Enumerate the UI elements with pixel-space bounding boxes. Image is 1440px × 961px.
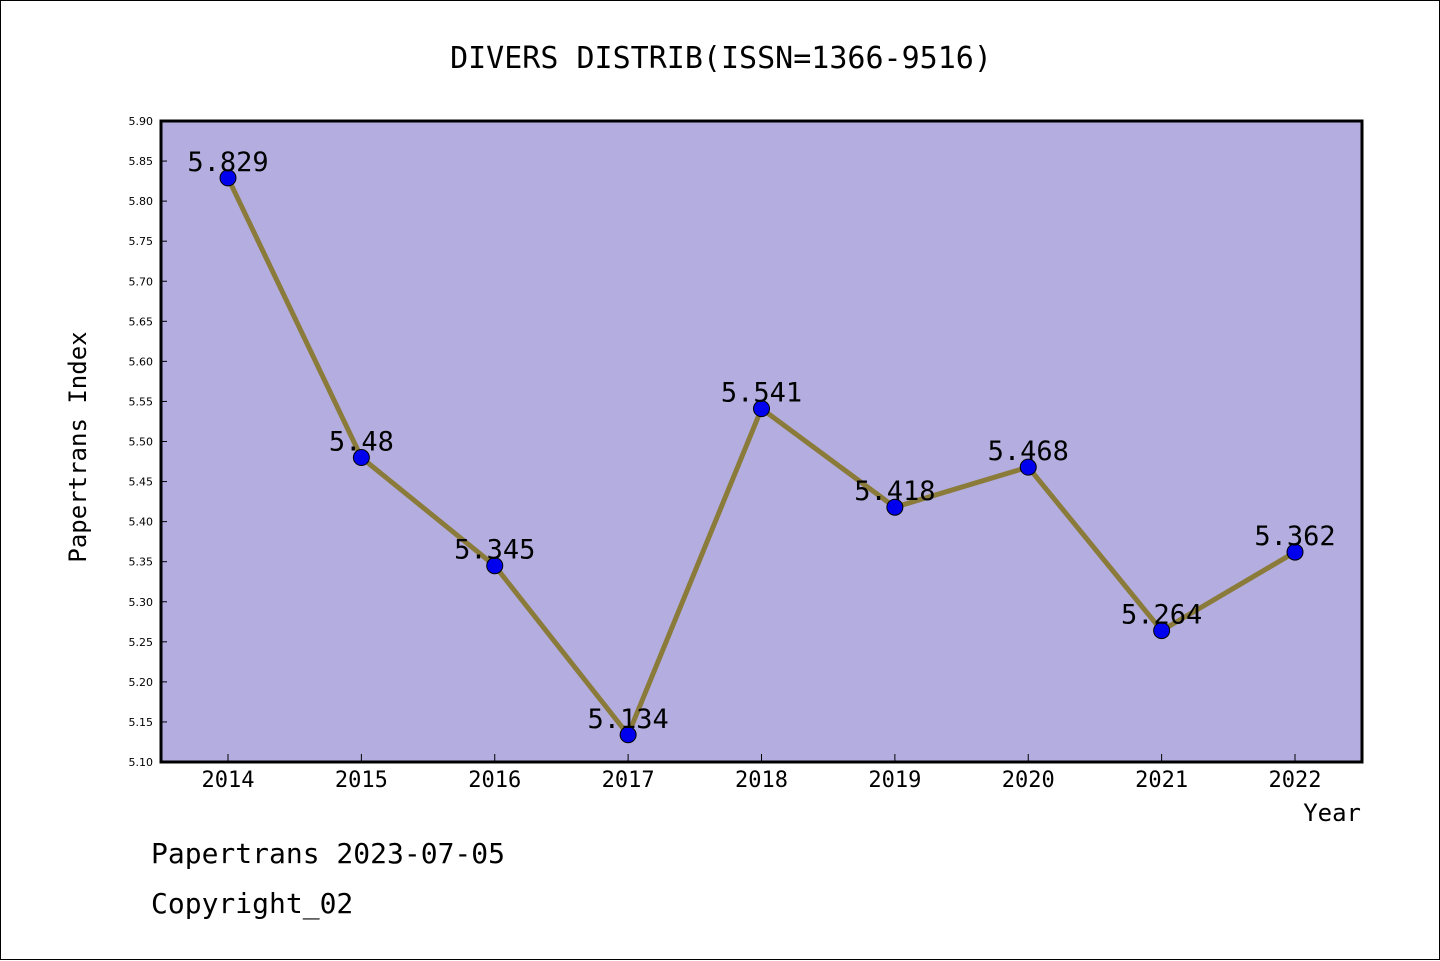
plot-border (159, 119, 1364, 764)
data-label: 5.829 (187, 147, 268, 178)
x-axis-label: Year (1303, 799, 1361, 827)
x-tick-label: 2021 (1135, 768, 1188, 793)
y-tick-label: 5.60 (129, 355, 154, 368)
y-tick-label: 5.55 (129, 395, 154, 408)
y-tick-label: 5.75 (129, 235, 154, 248)
series: 5.829 5.48 5.345 5.134 5.541 5.418 5.468 5.264 5… (187, 147, 1336, 744)
plot-area (161, 121, 1362, 762)
x-tick-label: 2018 (735, 768, 788, 793)
y-tick-label: 5.45 (129, 476, 154, 489)
footer-copyright: Copyright_02 (151, 887, 354, 920)
data-point (886, 498, 904, 516)
data-label: 5.362 (1254, 521, 1335, 552)
y-axis-label: Papertrans Index (64, 331, 92, 562)
y-tick-label: 5.15 (129, 716, 154, 729)
data-label: 5.134 (587, 704, 668, 735)
x-tick-label: 2019 (868, 768, 921, 793)
data-label: 5.418 (854, 476, 935, 507)
chart-title: DIVERS DISTRIB(ISSN=1366-9516) (450, 41, 992, 76)
x-tick-label: 2014 (202, 768, 255, 793)
data-point (1153, 622, 1171, 640)
data-label: 5.264 (1121, 600, 1202, 631)
x-axis: 2014 2015 2016 2017 2018 2019 2020 2021 2022 (202, 754, 1322, 793)
x-tick-label: 2017 (602, 768, 655, 793)
footer-date: Papertrans 2023-07-05 (151, 837, 506, 870)
data-label: 5.468 (988, 436, 1069, 467)
data-label: 5.48 (329, 427, 394, 458)
y-axis: 5.10 5.15 5.20 5.25 5.30 5.35 5.40 5.45 5.50 5.55… (129, 115, 167, 769)
data-label: 5.541 (721, 378, 802, 409)
x-tick-label: 2016 (468, 768, 521, 793)
data-label: 5.345 (454, 535, 535, 566)
y-tick-label: 5.25 (129, 636, 154, 649)
y-tick-label: 5.90 (129, 115, 154, 128)
y-tick-label: 5.80 (129, 195, 154, 208)
data-point (219, 169, 237, 187)
y-tick-label: 5.65 (129, 315, 154, 328)
x-tick-label: 2015 (335, 768, 388, 793)
data-point (619, 726, 637, 744)
y-tick-label: 5.30 (129, 596, 154, 609)
y-tick-label: 5.50 (129, 436, 154, 449)
y-tick-label: 5.10 (129, 756, 154, 769)
x-tick-label: 2020 (1002, 768, 1055, 793)
y-tick-label: 5.35 (129, 556, 154, 569)
data-point (1286, 543, 1304, 561)
data-point (753, 400, 770, 418)
y-tick-label: 5.85 (129, 155, 154, 168)
x-tick-label: 2022 (1269, 768, 1322, 793)
data-point (1019, 458, 1037, 476)
y-tick-label: 5.70 (129, 275, 154, 288)
y-tick-label: 5.20 (129, 676, 154, 689)
data-point (486, 557, 504, 575)
y-tick-label: 5.40 (129, 516, 154, 529)
data-point (352, 449, 370, 467)
